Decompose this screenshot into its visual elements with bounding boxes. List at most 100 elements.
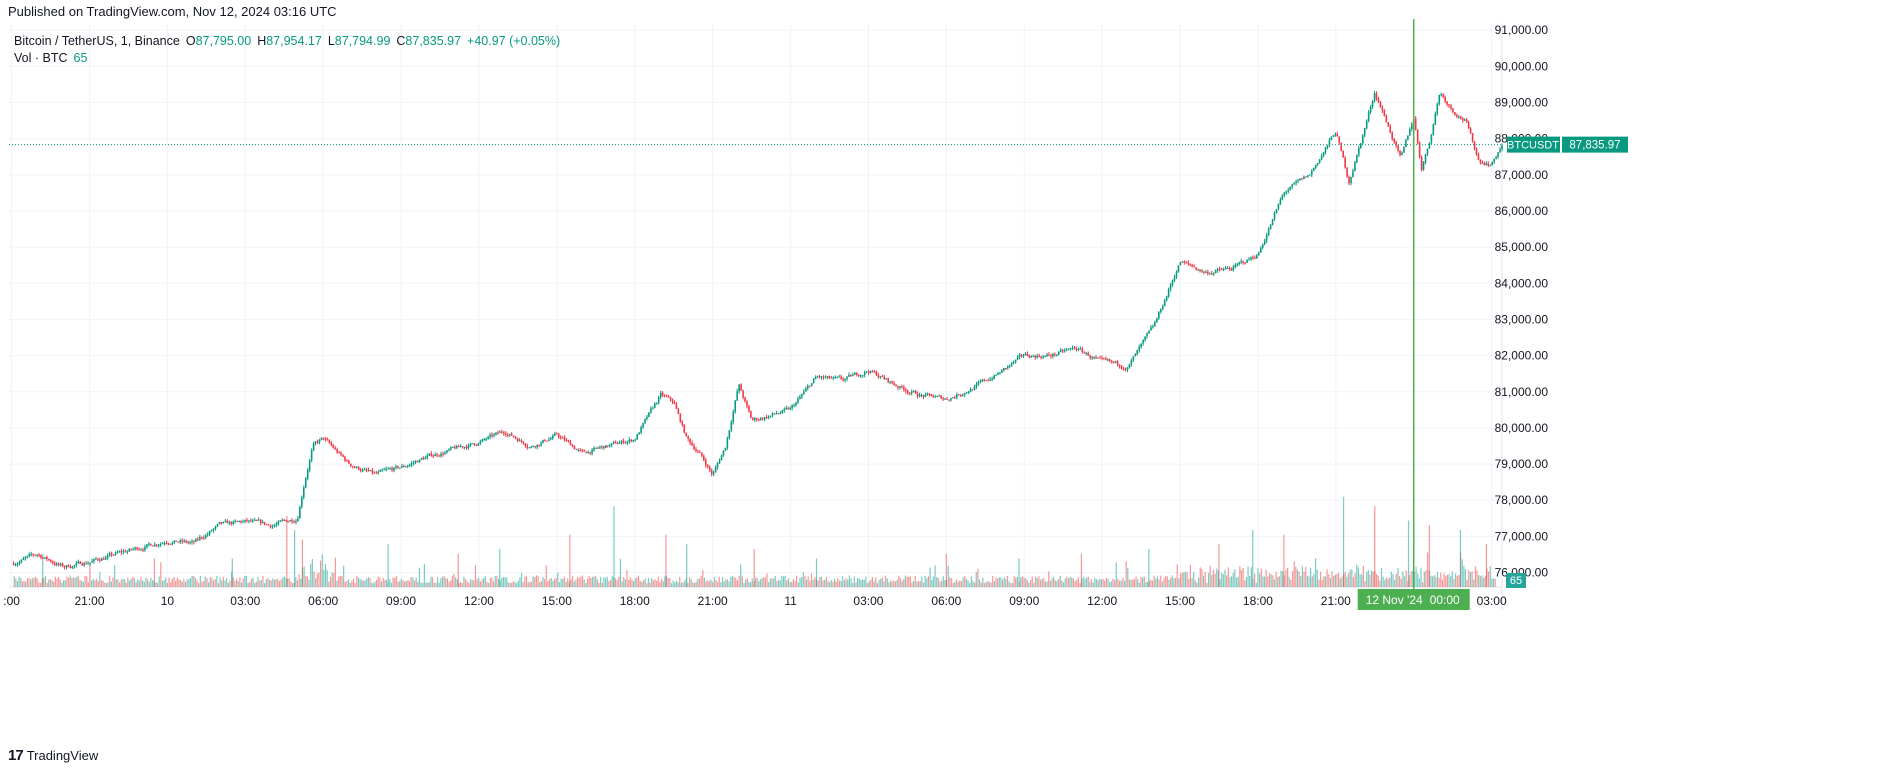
volume-bar <box>163 580 165 587</box>
time-tick-label: 15:00 <box>542 594 572 608</box>
candle-body <box>1344 157 1346 168</box>
volume-bar <box>1311 576 1313 587</box>
volume-bar <box>357 577 360 587</box>
candle-body <box>1352 170 1354 178</box>
volume-bar <box>471 579 473 587</box>
volume-bar <box>1102 578 1104 587</box>
candle-body <box>522 441 525 444</box>
candle-body <box>1210 273 1213 275</box>
volume-bar <box>1179 573 1182 587</box>
volume-bar <box>1469 572 1472 587</box>
volume-bar <box>710 579 712 587</box>
price-axis[interactable]: 91,000.0090,000.0089,000.0088,000.0087,0… <box>1495 23 1549 579</box>
candle-body <box>1285 191 1288 193</box>
volume-bar <box>58 577 60 587</box>
candle-body <box>1032 355 1035 357</box>
candle-body <box>1389 125 1392 133</box>
volume-bar <box>148 582 150 587</box>
volume-bar <box>92 578 94 587</box>
candle-body <box>1120 366 1123 369</box>
candle-body <box>1448 104 1450 106</box>
time-axis[interactable]: :00 21:00 10 03:00 06:00 09:00 12:00 15:00 18:00… <box>3 594 1507 608</box>
volume-bar <box>1494 578 1496 587</box>
candle-body <box>655 402 658 404</box>
volume-bar <box>585 583 587 587</box>
volume-bar <box>1291 571 1294 587</box>
candle-body <box>20 559 23 563</box>
candle-body <box>504 433 507 435</box>
candle-body <box>244 519 246 522</box>
footer-brand[interactable]: 17 TradingView <box>8 742 98 768</box>
volume-bar <box>247 582 249 587</box>
candle-body <box>997 372 999 375</box>
candle-body <box>1224 268 1227 270</box>
candle-body <box>291 520 293 522</box>
crosshair-time-label: 00:00 <box>1430 593 1460 607</box>
volume-spike <box>457 553 459 587</box>
volume-label[interactable]: Vol · BTC <box>14 51 68 65</box>
volume-bar <box>295 577 297 587</box>
candle-body <box>340 452 342 455</box>
candle-body <box>1336 133 1339 137</box>
candle-body <box>1191 264 1193 267</box>
volume-bar <box>1160 575 1162 587</box>
volume-bar <box>371 582 373 587</box>
volume-bar <box>1143 576 1145 587</box>
volume-bar <box>1008 581 1010 587</box>
volume-bar <box>647 577 650 587</box>
volume-bar <box>209 576 211 587</box>
candle-body <box>814 376 817 380</box>
last-price-tag[interactable]: BTCUSDT 87,835.97 <box>1507 136 1628 153</box>
candle-body <box>659 392 662 398</box>
volume-bar <box>962 577 964 587</box>
time-tick-label: 09:00 <box>386 594 416 608</box>
candle-body <box>693 445 695 450</box>
volume-bar <box>1156 576 1159 587</box>
volume-bar <box>1193 571 1195 587</box>
candle-body <box>887 378 889 382</box>
volume-bar <box>761 577 763 587</box>
candle-body <box>1391 132 1393 139</box>
volume-bar <box>865 576 867 587</box>
volume-bar <box>917 581 920 587</box>
candle-body <box>144 546 146 551</box>
volume-bar <box>1186 572 1188 587</box>
volume-bar <box>48 579 50 587</box>
volume-bar <box>254 582 256 587</box>
candle-body <box>1093 357 1095 359</box>
candle-body <box>795 402 797 406</box>
candle-body <box>1469 128 1472 134</box>
candle-body <box>893 382 895 385</box>
candle-body <box>120 551 123 553</box>
candle-body <box>1158 312 1160 319</box>
candle-body <box>189 542 191 544</box>
candle-body <box>1267 229 1270 236</box>
volume-spike <box>1374 506 1376 587</box>
candle-body <box>1171 280 1174 285</box>
volume-bar <box>257 576 259 587</box>
volume-bar <box>1349 569 1351 587</box>
volume-bar <box>1361 574 1363 587</box>
candle-body <box>1003 368 1005 371</box>
candle-body <box>73 565 76 567</box>
candle-body <box>1024 353 1027 356</box>
volume-bar <box>1364 581 1366 587</box>
candle-body <box>1181 261 1184 263</box>
candle-body <box>422 458 425 460</box>
candle-body <box>844 379 846 381</box>
candle-body <box>1185 262 1188 264</box>
volume-spike <box>1283 534 1285 587</box>
candle-body <box>1140 343 1142 347</box>
symbol-name[interactable]: Bitcoin / TetherUS, 1, Binance <box>14 34 180 48</box>
volume-bar <box>1450 576 1452 587</box>
volume-bar <box>1308 576 1310 587</box>
volume-bar <box>216 575 218 587</box>
candle-body <box>281 519 284 521</box>
candle-body <box>1348 176 1350 184</box>
volume-bar <box>669 578 671 587</box>
candle-body <box>28 554 31 556</box>
volume-bar <box>555 577 557 587</box>
candle-body <box>293 521 295 523</box>
volume-bar <box>642 580 645 587</box>
